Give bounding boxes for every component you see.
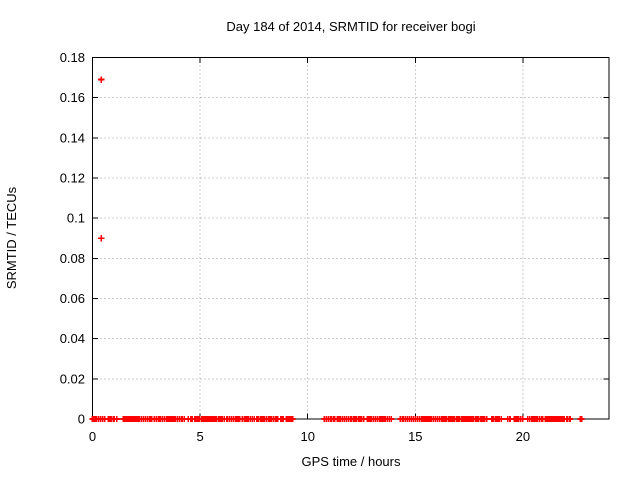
data-point-marker [289,415,296,423]
data-points [89,76,585,423]
data-point-marker [483,415,490,423]
y-tick-label: 0.12 [60,171,85,186]
y-tick-label: 0.16 [60,90,85,105]
y-tick-label: 0.02 [60,371,85,386]
y-axis-label: SRMTID / TECUs [4,186,19,289]
tick-marks [92,57,609,420]
data-point-marker [388,415,395,423]
x-tick-labels: 0 5 10 15 20 [89,429,530,444]
data-point-marker [497,415,505,423]
x-tick-label: 5 [196,429,203,444]
x-axis-label: GPS time / hours [302,454,401,469]
x-tick-label: 0 [89,429,96,444]
y-tick-label: 0.14 [60,130,85,145]
y-tick-label: 0.04 [60,331,85,346]
y-tick-label: 0.18 [60,50,85,65]
y-tick-label: 0 [78,412,85,427]
y-tick-label: 0.08 [60,251,85,266]
x-tick-label: 10 [300,429,314,444]
data-point-marker [97,235,105,242]
y-tick-label: 0.1 [67,211,85,226]
gridlines [92,57,609,419]
data-point-marker [566,415,574,423]
data-point-marker [113,415,121,423]
x-tick-label: 20 [516,429,530,444]
plot-border-rect [92,57,610,420]
chart-title: Day 184 of 2014, SRMTID for receiver bog… [226,19,475,34]
y-tick-label: 0.06 [60,291,85,306]
data-point-marker [578,415,585,423]
x-tick-label: 15 [408,429,422,444]
y-tick-labels: 0 0.02 0.04 0.06 0.08 0.1 0.12 0.14 0.16 0.18 [60,50,85,427]
plot-border [92,57,610,420]
data-point-marker [97,76,105,83]
